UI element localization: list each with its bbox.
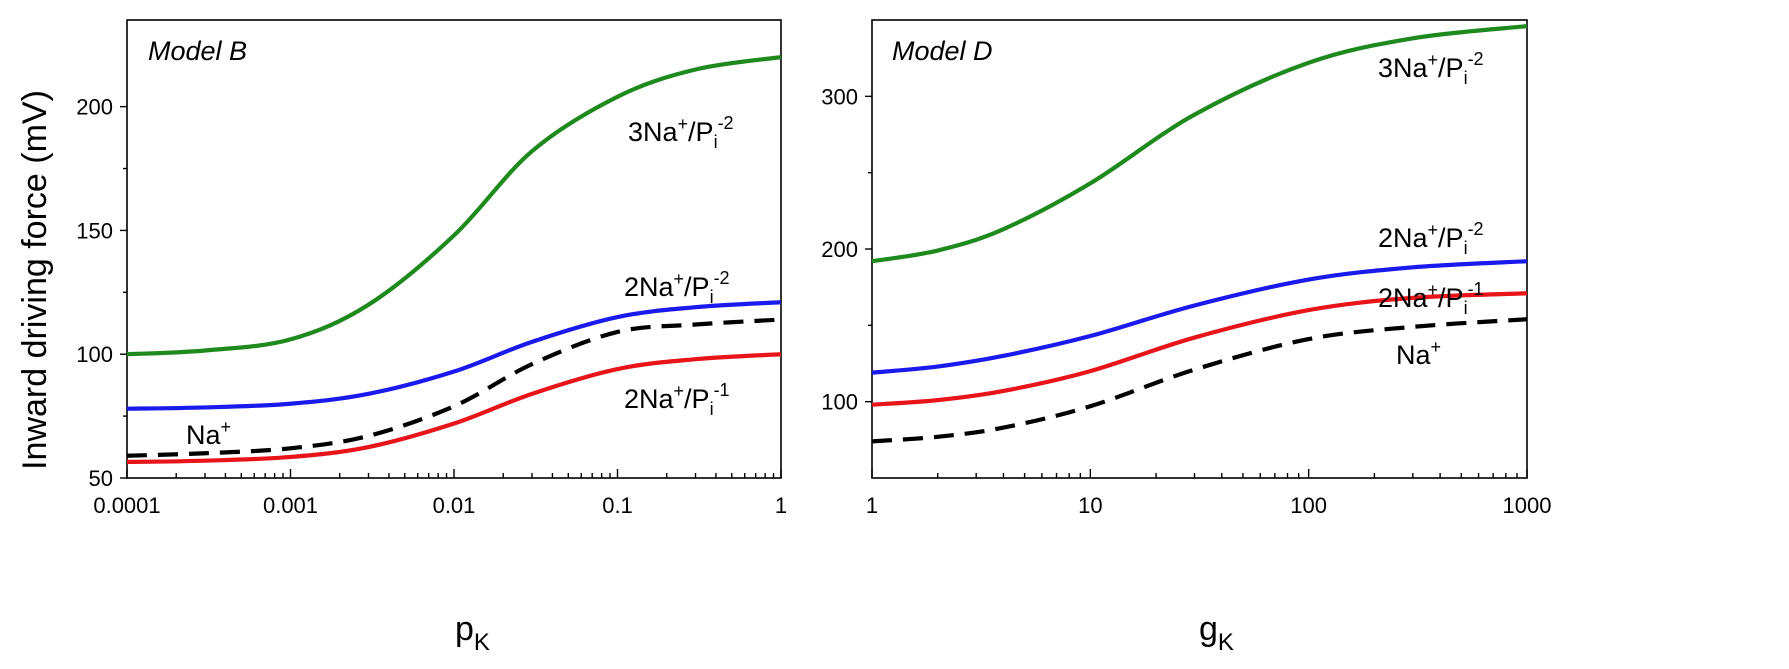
x-tick-label: 0.01 [433, 493, 476, 518]
series-line-2naplus-piminus2 [126, 300, 782, 411]
x-tick-label: 0.001 [263, 493, 318, 518]
x-tick-label: 0.1 [602, 493, 633, 518]
series-label-middle: /P [684, 384, 710, 414]
series-label-superscript: + [1428, 220, 1439, 240]
series-label-subscript: i [714, 132, 718, 152]
series-line-3naplus-piminus2 [871, 24, 1528, 264]
x-tick-label: 10 [1078, 493, 1102, 518]
series-label-naplus: Na+ [1396, 337, 1441, 370]
y-tick-label: 100 [821, 390, 858, 415]
series-label-naplus: Na+ [186, 417, 231, 450]
x-axis-title-main: g [1199, 610, 1218, 648]
x-tick-label: 100 [1290, 493, 1327, 518]
series-label-subscript: i [1464, 238, 1468, 258]
series-label-3naplus-piminus2: 3Na+/Pi-2 [1378, 49, 1484, 88]
series-label-main: 2Na [1378, 283, 1429, 313]
y-tick-label: 200 [76, 95, 113, 120]
panel-title: Model B [148, 36, 247, 66]
series-label-2naplus-piminus1: 2Na+/Pi-1 [624, 380, 730, 419]
series-label-superscript: -1 [714, 380, 730, 400]
y-tick-label: 100 [76, 342, 113, 367]
series-line-2naplus-piminus2 [871, 259, 1528, 375]
series-line-2naplus-piminus1 [126, 352, 782, 465]
series-label-2naplus-piminus2: 2Na+/Pi-2 [1378, 219, 1484, 258]
y-tick-label: 50 [89, 466, 113, 491]
series-label-main: 2Na [624, 384, 675, 414]
series-label-middle: /P [688, 117, 714, 147]
series-label-subscript: i [1464, 68, 1468, 88]
series-label-main: 3Na [1378, 53, 1429, 83]
series-label-superscript: -2 [1468, 219, 1484, 239]
x-axis-title-subscript: K [1218, 629, 1234, 656]
series-label-middle: /P [1438, 53, 1464, 83]
plot-frame [126, 19, 782, 479]
x-tick-label: 1 [775, 493, 787, 518]
series-label-middle: /P [1438, 223, 1464, 253]
series-label-superscript: -1 [1468, 279, 1484, 299]
series-label-superscript: -2 [714, 268, 730, 288]
series-line-3naplus-piminus2 [126, 55, 782, 357]
series-label-2naplus-piminus2: 2Na+/Pi-2 [624, 268, 730, 307]
series-label-superscript: + [1428, 50, 1439, 70]
y-tick-label: 300 [821, 84, 858, 109]
x-axis-title-main: p [455, 610, 474, 648]
series-label-superscript: -2 [718, 113, 734, 133]
series-label-2naplus-piminus1: 2Na+/Pi-1 [1378, 279, 1484, 318]
x-axis-title: pK [455, 610, 490, 656]
series-label-superscript: + [1431, 337, 1442, 357]
series-label-middle: /P [684, 272, 710, 302]
series-label-middle: /P [1438, 283, 1464, 313]
series-label-superscript: + [221, 417, 232, 437]
y-tick-label: 150 [76, 218, 113, 243]
series-label-subscript: i [710, 399, 714, 419]
series-label-main: 2Na [1378, 223, 1429, 253]
series-label-main: 3Na [628, 117, 679, 147]
panel-title: Model D [892, 36, 993, 66]
series-label-superscript: + [674, 381, 685, 401]
series-line-naplus [126, 317, 782, 458]
y-tick-label: 200 [821, 237, 858, 262]
series-label-superscript: -2 [1468, 49, 1484, 69]
series-label-3naplus-piminus2: 3Na+/Pi-2 [628, 113, 734, 152]
plot-frame [871, 19, 1528, 479]
series-label-main: Na [1396, 340, 1431, 370]
series-label-superscript: + [674, 269, 685, 289]
x-axis-title: gK [1199, 610, 1234, 656]
x-tick-label: 1000 [1503, 493, 1552, 518]
series-label-superscript: + [678, 114, 689, 134]
x-axis-title-subscript: K [474, 629, 490, 656]
series-label-main: 2Na [624, 272, 675, 302]
x-tick-label: 0.0001 [93, 493, 160, 518]
series-label-subscript: i [710, 287, 714, 307]
series-label-superscript: + [1428, 280, 1439, 300]
series-label-main: Na [186, 420, 221, 450]
y-axis-title: Inward driving force (mV) [16, 90, 54, 470]
series-label-subscript: i [1464, 298, 1468, 318]
x-tick-label: 1 [866, 493, 878, 518]
series-line-2naplus-piminus1 [871, 291, 1528, 407]
